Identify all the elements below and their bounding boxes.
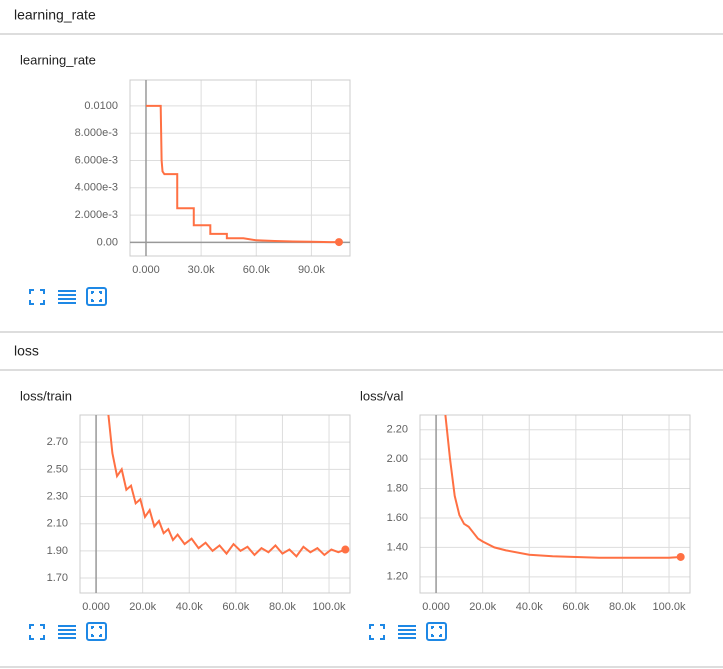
x-tick-label: 0.000 <box>422 601 450 613</box>
data-line <box>107 415 346 558</box>
section-title: learning_rate <box>14 7 96 23</box>
y-tick-label: 1.70 <box>47 572 68 584</box>
plot-frame <box>419 414 691 594</box>
section-header[interactable] <box>0 0 723 33</box>
chart-toolbar[interactable] <box>29 287 107 306</box>
chart: loss/train 0.000 20.0k 40.0k 60.0k 80.0k 100.0… <box>20 388 351 613</box>
y-tick-label: 2.00 <box>387 453 408 465</box>
x-tick-label: 100.0k <box>653 601 687 613</box>
last-point <box>341 545 350 554</box>
chart-title: loss/val <box>360 388 403 403</box>
y-tick-label: 1.80 <box>387 482 408 494</box>
plot-frame <box>129 79 351 257</box>
data-line <box>145 104 339 244</box>
chart: loss/val 0.000 20.0k 40.0k 60.0k 80.0k 100.0k 1… <box>360 388 691 613</box>
section-title: loss <box>14 343 39 359</box>
x-tick-label: 20.0k <box>129 601 156 613</box>
y-tick-label: 1.90 <box>47 545 68 557</box>
x-tick-label: 30.0k <box>188 264 215 276</box>
chart-toolbar[interactable] <box>369 622 447 641</box>
last-point <box>334 238 343 247</box>
x-tick-label: 20.0k <box>469 601 496 613</box>
x-tick-label: 60.0k <box>243 264 270 276</box>
last-point <box>676 552 685 561</box>
x-tick-label: 0.000 <box>82 601 110 613</box>
y-tick-label: 1.20 <box>387 571 408 583</box>
y-tick-label: 1.60 <box>387 512 408 524</box>
x-tick-label: 100.0k <box>313 601 347 613</box>
x-tick-label: 60.0k <box>562 601 589 613</box>
y-tick-label: 2.20 <box>387 424 408 436</box>
data-line <box>444 415 681 559</box>
x-tick-label: 60.0k <box>222 601 249 613</box>
plot-frame <box>79 414 351 594</box>
y-tick-label: 0.0100 <box>84 100 118 112</box>
y-tick-label: 0.00 <box>97 236 118 248</box>
x-tick-label: 0.000 <box>132 264 160 276</box>
y-tick-label: 2.10 <box>47 518 68 530</box>
y-tick-label: 2.70 <box>47 436 68 448</box>
chart: learning_rate 0.000 30.0k 60.0k 90.0k 0.00 2.0… <box>20 52 351 276</box>
y-tick-label: 1.40 <box>387 541 408 553</box>
x-tick-label: 80.0k <box>609 601 636 613</box>
y-tick-label: 8.000e-3 <box>75 127 118 139</box>
x-tick-label: 90.0k <box>298 264 325 276</box>
y-tick-label: 2.30 <box>47 490 68 502</box>
x-tick-label: 80.0k <box>269 601 296 613</box>
chart-title: learning_rate <box>20 52 96 67</box>
y-tick-label: 2.50 <box>47 463 68 475</box>
x-tick-label: 40.0k <box>516 601 543 613</box>
chart-toolbar[interactable] <box>29 622 107 641</box>
y-tick-label: 6.000e-3 <box>75 154 118 166</box>
x-tick-label: 40.0k <box>176 601 203 613</box>
y-tick-label: 4.000e-3 <box>75 182 118 194</box>
chart-title: loss/train <box>20 388 72 403</box>
y-tick-label: 2.000e-3 <box>75 209 118 221</box>
